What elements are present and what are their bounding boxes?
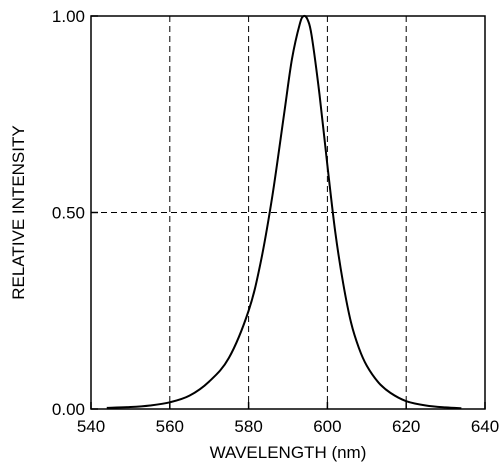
series-group (106, 14, 462, 410)
x-tick-label: 540 (77, 417, 105, 436)
x-axis-ticks: 540 560 580 600 620 640 (77, 402, 499, 436)
y-tick-label: 0.00 (52, 400, 85, 419)
grid-lines (91, 16, 485, 409)
x-tick-label: 620 (392, 417, 420, 436)
y-tick-label: 0.50 (52, 204, 85, 223)
x-tick-label: 560 (156, 417, 184, 436)
x-tick-label: 580 (234, 417, 262, 436)
y-tick-label: 1.00 (52, 7, 85, 26)
x-tick-label: 640 (471, 417, 499, 436)
x-axis-label: WAVELENGTH (nm) (210, 443, 367, 462)
y-axis-ticks: 0.00 0.50 1.00 (52, 7, 98, 419)
y-axis-label: RELATIVE INTENSITY (9, 125, 28, 299)
x-tick-label: 600 (313, 417, 341, 436)
series-line (106, 14, 462, 410)
